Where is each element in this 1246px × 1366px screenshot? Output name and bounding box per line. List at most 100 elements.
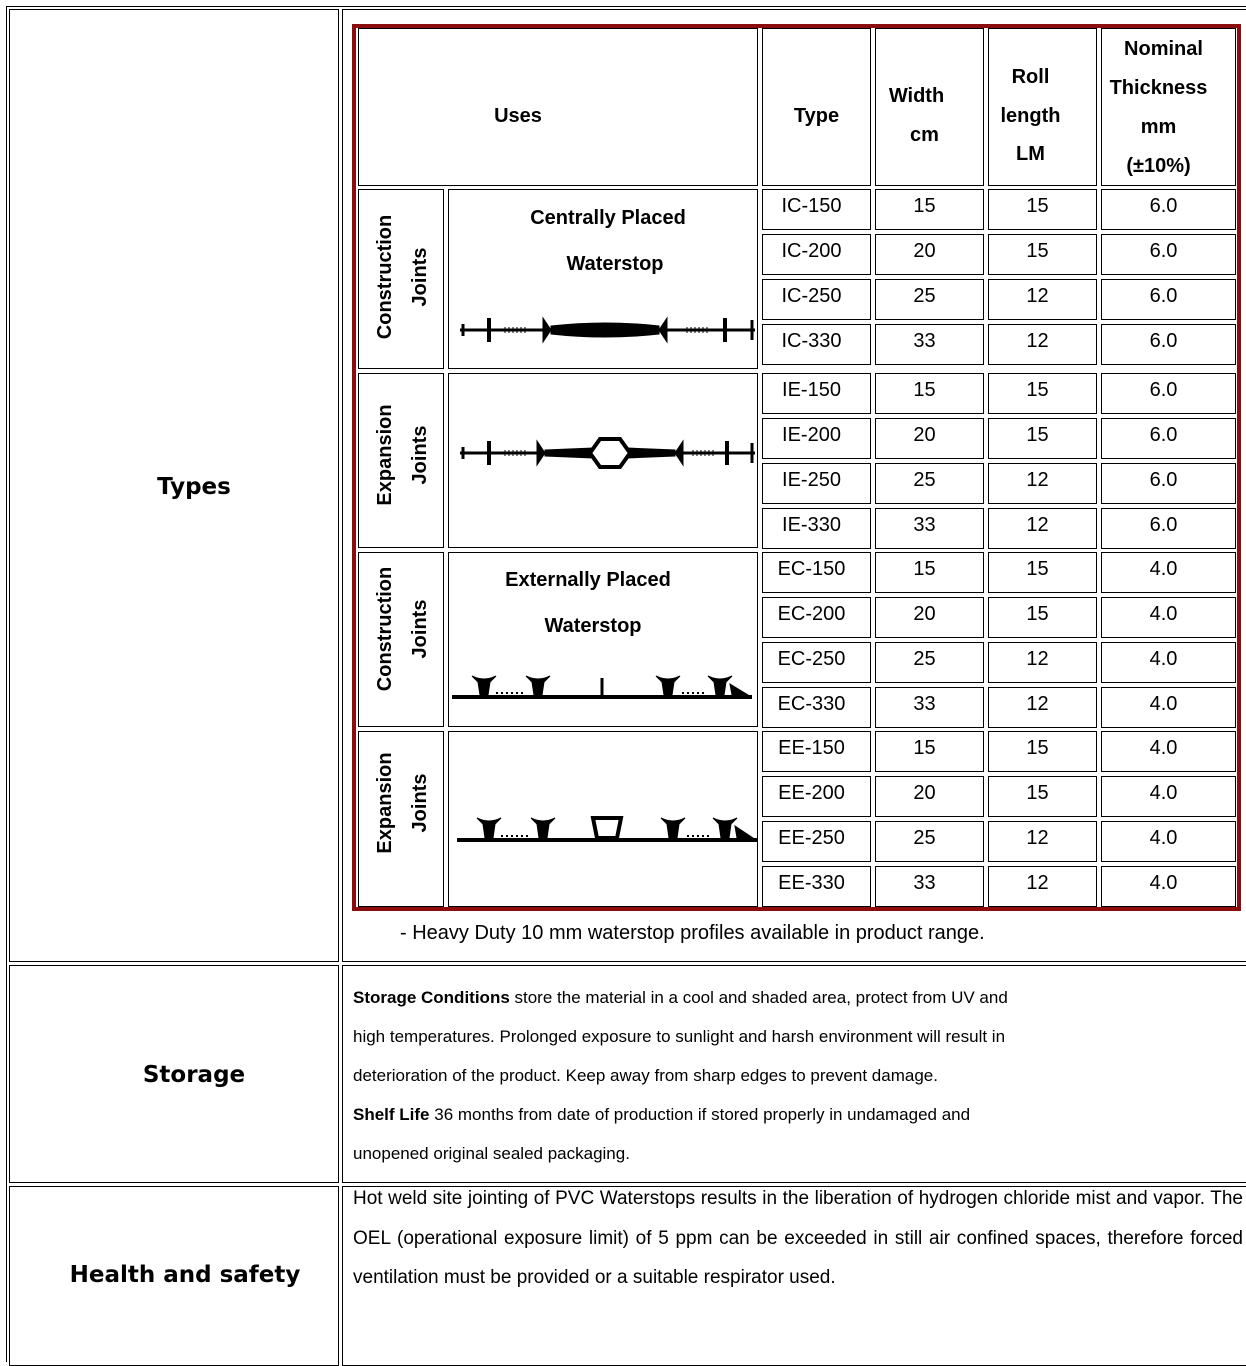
table-value-roll: 12 bbox=[1026, 469, 1049, 491]
table-cell-width bbox=[875, 189, 984, 230]
table-value-type: IE-150 bbox=[782, 379, 841, 401]
table-value-width: 33 bbox=[913, 872, 936, 894]
table-cell-type bbox=[762, 508, 871, 549]
table-value-type: IC-330 bbox=[781, 330, 842, 352]
table-cell-type bbox=[762, 552, 871, 593]
table-cell-width bbox=[875, 508, 984, 549]
table-cell-thickness bbox=[1101, 597, 1236, 638]
table-cell-type bbox=[762, 189, 871, 230]
table-value-type: IC-250 bbox=[781, 285, 842, 307]
table-value-type: EC-330 bbox=[777, 693, 846, 715]
table-value-thickness: 6.0 bbox=[1149, 379, 1178, 401]
table-cell-roll bbox=[988, 731, 1097, 772]
table-cell-thickness bbox=[1101, 866, 1236, 907]
header-thickness-line-3: mm bbox=[1140, 116, 1177, 138]
table-cell-type bbox=[762, 776, 871, 817]
group3-joint-cell bbox=[358, 552, 444, 727]
table-cell-width bbox=[875, 642, 984, 683]
table-value-type: EE-200 bbox=[778, 782, 845, 804]
table-cell-width bbox=[875, 776, 984, 817]
storage-label: Storage bbox=[142, 1062, 246, 1088]
table-cell-thickness bbox=[1101, 731, 1236, 772]
table-value-thickness: 6.0 bbox=[1149, 285, 1178, 307]
heavy-duty-note: - Heavy Duty 10 mm waterstop profiles av… bbox=[400, 922, 985, 944]
table-value-roll: 15 bbox=[1026, 240, 1049, 262]
storage-conditions-text-1: store the material in a cool and shaded … bbox=[509, 988, 1008, 1007]
product-table bbox=[352, 24, 1241, 911]
table-value-type: EE-250 bbox=[778, 827, 845, 849]
table-cell-thickness bbox=[1101, 508, 1236, 549]
table-cell-width bbox=[875, 687, 984, 728]
central-profile-title-2: Waterstop bbox=[566, 253, 664, 275]
header-thickness-cell bbox=[1101, 28, 1236, 186]
table-cell-type bbox=[762, 821, 871, 862]
types-label-cell bbox=[9, 9, 339, 962]
table-cell-width bbox=[875, 552, 984, 593]
table-value-type: IE-330 bbox=[782, 514, 841, 536]
table-value-thickness: 4.0 bbox=[1149, 603, 1178, 625]
table-value-width: 25 bbox=[913, 285, 936, 307]
table-cell-type bbox=[762, 279, 871, 320]
table-cell-type bbox=[762, 597, 871, 638]
group2-profile-cell bbox=[448, 373, 758, 548]
table-value-thickness: 6.0 bbox=[1149, 469, 1178, 491]
table-cell-type bbox=[762, 463, 871, 504]
table-value-type: EE-150 bbox=[778, 737, 845, 759]
table-cell-thickness bbox=[1101, 189, 1236, 230]
table-cell-roll bbox=[988, 642, 1097, 683]
table-value-thickness: 4.0 bbox=[1149, 693, 1178, 715]
table-cell-width bbox=[875, 418, 984, 459]
table-value-roll: 15 bbox=[1026, 737, 1049, 759]
table-cell-thickness bbox=[1101, 642, 1236, 683]
shelf-life-text-1: 36 months from date of production if sto… bbox=[429, 1105, 971, 1124]
table-cell-thickness bbox=[1101, 821, 1236, 862]
table-value-thickness: 4.0 bbox=[1149, 872, 1178, 894]
header-roll-cell bbox=[988, 28, 1097, 186]
table-value-type: IC-200 bbox=[781, 240, 842, 262]
table-value-width: 20 bbox=[913, 424, 936, 446]
table-value-width: 15 bbox=[913, 558, 936, 580]
table-cell-roll bbox=[988, 687, 1097, 728]
table-cell-width bbox=[875, 234, 984, 275]
header-uses-cell bbox=[358, 28, 758, 186]
table-cell-width bbox=[875, 597, 984, 638]
table-value-width: 25 bbox=[913, 648, 936, 670]
central-construction-profile bbox=[460, 316, 755, 344]
table-value-roll: 12 bbox=[1026, 285, 1049, 307]
external-construction-profile bbox=[452, 675, 752, 699]
group4-joint-label-2: Joints bbox=[409, 773, 431, 833]
table-cell-thickness bbox=[1101, 234, 1236, 275]
table-value-type: EC-150 bbox=[777, 558, 846, 580]
group4-profile-cell bbox=[448, 731, 758, 907]
group2-joint-label-1: Expansion bbox=[374, 404, 396, 506]
table-cell-width bbox=[875, 279, 984, 320]
table-value-thickness: 4.0 bbox=[1149, 827, 1178, 849]
shelf-life-label: Shelf Life bbox=[353, 1105, 430, 1124]
table-value-width: 25 bbox=[913, 827, 936, 849]
table-value-roll: 15 bbox=[1026, 782, 1049, 804]
health-safety-text: Hot weld site jointing of PVC Waterstops… bbox=[353, 1188, 1243, 1288]
table-value-width: 20 bbox=[913, 603, 936, 625]
group4-joint-label-1: Expansion bbox=[374, 752, 396, 854]
table-cell-type bbox=[762, 687, 871, 728]
table-cell-thickness bbox=[1101, 324, 1236, 365]
table-cell-thickness bbox=[1101, 373, 1236, 414]
central-expansion-profile bbox=[460, 437, 755, 469]
table-value-roll: 15 bbox=[1026, 379, 1049, 401]
table-value-width: 33 bbox=[913, 330, 936, 352]
table-cell-type bbox=[762, 866, 871, 907]
table-cell-roll bbox=[988, 373, 1097, 414]
group1-profile-cell bbox=[448, 189, 758, 369]
table-cell-thickness bbox=[1101, 279, 1236, 320]
table-cell-thickness bbox=[1101, 418, 1236, 459]
table-value-roll: 15 bbox=[1026, 603, 1049, 625]
group2-joint-label-2: Joints bbox=[409, 425, 431, 485]
table-value-roll: 12 bbox=[1026, 648, 1049, 670]
table-cell-type bbox=[762, 418, 871, 459]
table-cell-roll bbox=[988, 508, 1097, 549]
table-value-roll: 12 bbox=[1026, 872, 1049, 894]
header-roll-line-3: LM bbox=[1016, 143, 1045, 165]
table-cell-roll bbox=[988, 821, 1097, 862]
table-cell-width bbox=[875, 866, 984, 907]
shelf-life-line-1: Shelf Life 36 months from date of produc… bbox=[353, 1095, 970, 1134]
